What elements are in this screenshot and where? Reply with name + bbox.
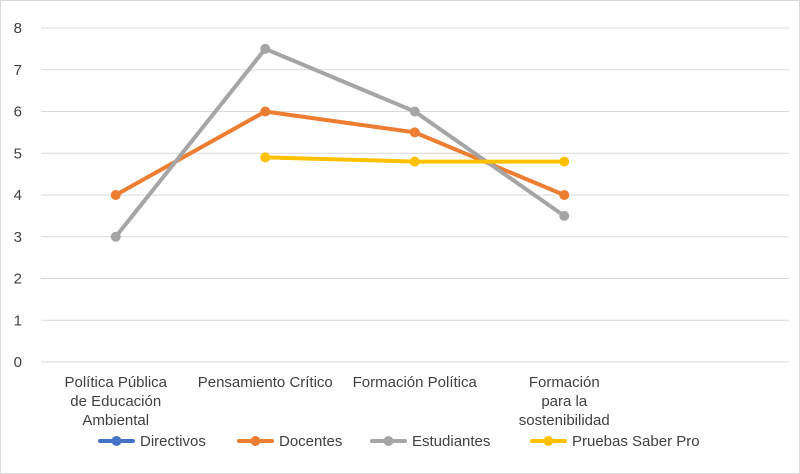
legend-marker xyxy=(543,436,554,446)
y-tick-label: 8 xyxy=(14,20,22,37)
data-point xyxy=(110,190,121,200)
legend-marker xyxy=(250,436,261,446)
y-tick-label: 1 xyxy=(14,312,22,329)
data-point xyxy=(260,152,271,163)
data-point xyxy=(409,156,420,167)
legend-label: Estudiantes xyxy=(412,433,490,450)
x-tick-label: Formación Política xyxy=(353,374,478,391)
data-point xyxy=(409,106,420,117)
y-tick-label: 2 xyxy=(14,271,22,288)
series-line-estudiantes xyxy=(113,46,567,239)
y-tick-label: 0 xyxy=(14,354,22,371)
data-point xyxy=(559,210,570,221)
x-tick-label: para la xyxy=(541,393,588,410)
data-point xyxy=(260,106,271,117)
legend-label: Pruebas Saber Pro xyxy=(572,433,700,450)
data-point xyxy=(260,43,271,54)
legend-label: Docentes xyxy=(279,433,342,450)
y-tick-label: 3 xyxy=(14,229,22,246)
legend-marker xyxy=(383,436,394,446)
data-point xyxy=(559,156,570,167)
data-point xyxy=(409,127,420,138)
y-tick-label: 5 xyxy=(14,145,22,162)
x-tick-label: Formación xyxy=(529,374,600,391)
x-tick-label: Ambiental xyxy=(82,412,149,429)
legend-marker xyxy=(111,436,122,446)
y-tick-label: 4 xyxy=(14,187,22,204)
x-tick-label: Política Pública xyxy=(64,374,167,391)
x-tick-label: de Educación xyxy=(70,393,161,410)
data-point xyxy=(110,231,121,242)
data-point xyxy=(559,190,570,200)
y-tick-label: 6 xyxy=(14,104,22,121)
x-tick-label: sostenibilidad xyxy=(519,412,610,429)
legend-label: Directivos xyxy=(140,433,206,450)
x-tick-label: Pensamiento Crítico xyxy=(198,374,333,391)
y-tick-label: 7 xyxy=(14,62,22,79)
